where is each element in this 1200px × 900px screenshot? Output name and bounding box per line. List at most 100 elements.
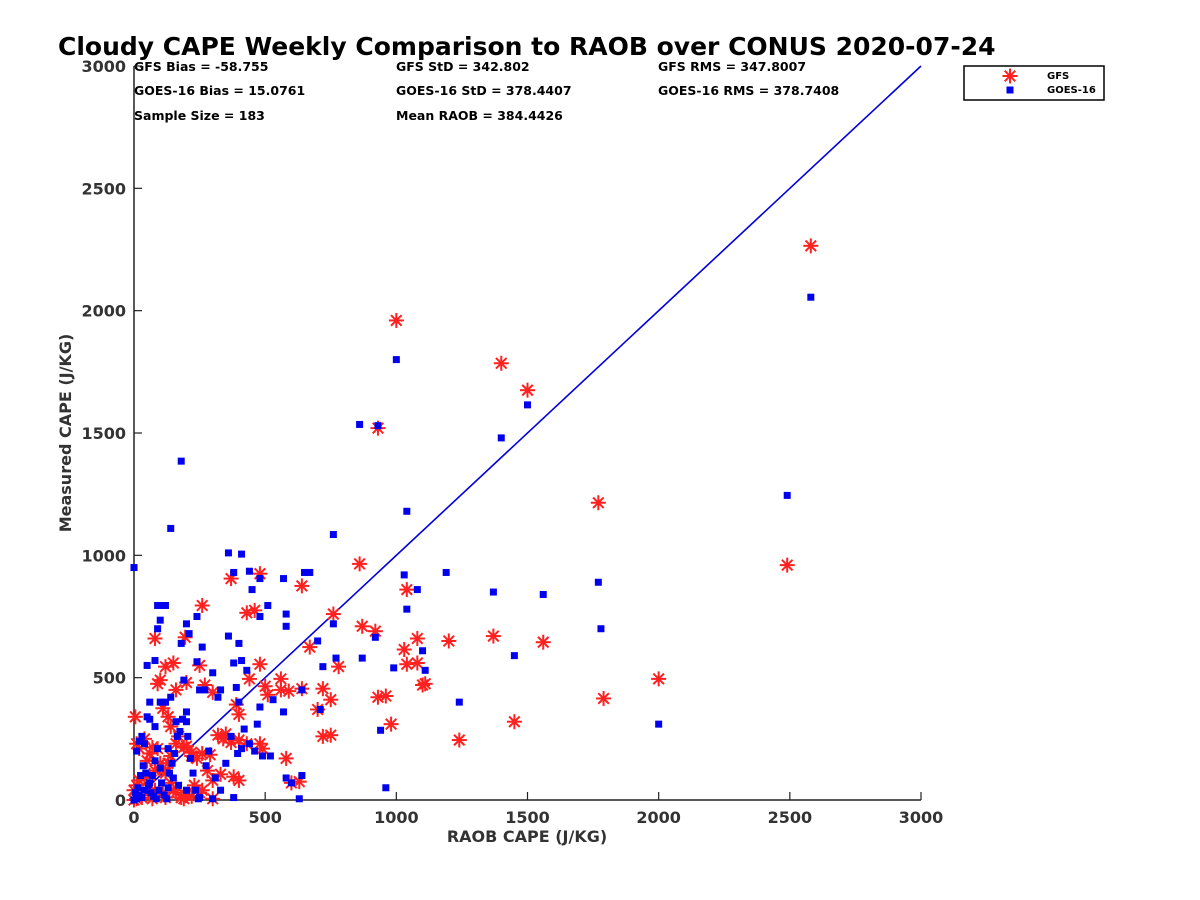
goes-16-point [597,625,605,633]
goes-16-point [230,659,238,667]
legend-gfs-marker [1002,68,1018,84]
goes-16-point [196,686,204,694]
x-tick-label: 0 [128,808,139,827]
gfs-point [388,312,404,328]
goes-16-point [173,732,181,740]
goes-16-point [143,713,151,721]
goes-16-point [356,420,364,428]
goes-16-point [144,781,152,789]
x-axis-label: RAOB CAPE (J/KG) [447,827,607,846]
y-tick-label: 500 [93,669,126,688]
goes-16-point [358,654,366,662]
goes-16-point [138,732,146,740]
gfs-point [315,681,331,697]
goes-16-point [164,784,172,792]
gfs-point [596,690,612,706]
y-tick-label: 2000 [81,302,126,321]
stat-goes-std: GOES-16 StD = 378.4407 [396,83,572,98]
goes-16-point [209,669,217,677]
gfs-point [323,692,339,708]
legend-gfs-label: GFS [1047,71,1069,82]
legend-goes-16-square [1006,86,1014,94]
goes-16-point [217,686,225,694]
goes-16-point [234,750,242,758]
goes-16-point [539,590,547,598]
goes-16-point [374,422,382,430]
goes-16-point [189,769,197,777]
goes-16-point [135,737,143,745]
gfs-point [396,642,412,658]
goes-16-point [314,637,322,645]
x-tick-label: 1500 [505,808,550,827]
goes-16-point [182,718,190,726]
gfs-point [399,582,415,598]
goes-16-point [194,795,202,803]
legend-box [963,65,1105,101]
gfs-point [651,671,667,687]
goes-16-point [172,718,180,726]
gfs-point [194,597,210,613]
gfs-point [213,766,229,782]
goes-16-point [156,764,164,772]
goes-16-point [280,575,288,583]
goes-16-point [510,652,518,660]
goes-16-point [154,625,162,633]
goes-16-point [248,586,256,594]
goes-16-point [154,601,162,609]
goes-16-point [139,762,147,770]
gfs-point [370,689,386,705]
goes-16-point [238,657,246,665]
goes-16-point [442,568,450,576]
goes-16-point [329,620,337,628]
gfs-point [294,578,310,594]
y-tick-label: 2500 [81,179,126,198]
goes-16-point [253,720,261,728]
goes-16-point [400,571,408,579]
goes-16-point [224,549,232,557]
goes-16-point [238,745,246,753]
goes-16-point [240,725,248,733]
goes-16-point [192,786,200,794]
goes-16-point [146,698,154,706]
stat-gfs-std: GFS StD = 342.802 [396,59,530,74]
goes-16-point [807,293,815,301]
goes-16-point [655,720,663,728]
goes-16-point [332,654,340,662]
goes-16-point [161,601,169,609]
goes-16-point [301,568,309,576]
gfs-point [354,618,370,634]
goes-16-point [306,568,314,576]
stat-sample-size: Sample Size = 183 [134,108,265,123]
gfs-point [168,682,184,698]
goes-16-point [143,661,151,669]
goes-16-point [135,791,143,799]
goes-16-point [193,613,201,620]
stat-gfs-rms: GFS RMS = 347.8007 [658,59,806,74]
goes-16-point [256,613,264,620]
y-tick-label: 1500 [81,424,126,443]
goes-16-point [133,747,141,755]
statistics-block: GFS Bias = -58.755 GFS StD = 342.802 GFS… [134,59,839,123]
goes-16-point [134,784,142,792]
gfs-point [239,605,255,621]
stat-goes-rms: GOES-16 RMS = 378.7408 [658,83,839,98]
gfs-point [415,677,431,693]
chart-title: Cloudy CAPE Weekly Comparison to RAOB ov… [58,32,996,61]
gfs-point [231,706,247,722]
goes-16-point [185,630,193,638]
x-tick-label: 2000 [636,808,681,827]
goes-16-point [497,434,505,442]
goes-16-point [316,705,324,713]
gfs-point [176,791,192,807]
goes-16-point [287,779,295,787]
x-tick-label: 2500 [768,808,813,827]
goes-16-point [232,683,240,691]
goes-16-point [193,658,201,666]
goes-16-point [130,564,138,572]
goes-16-point [224,632,232,640]
goes-16-point [184,732,192,740]
gfs-point [163,719,179,735]
goes-16-point [151,757,159,765]
goes-16-point [214,693,222,701]
